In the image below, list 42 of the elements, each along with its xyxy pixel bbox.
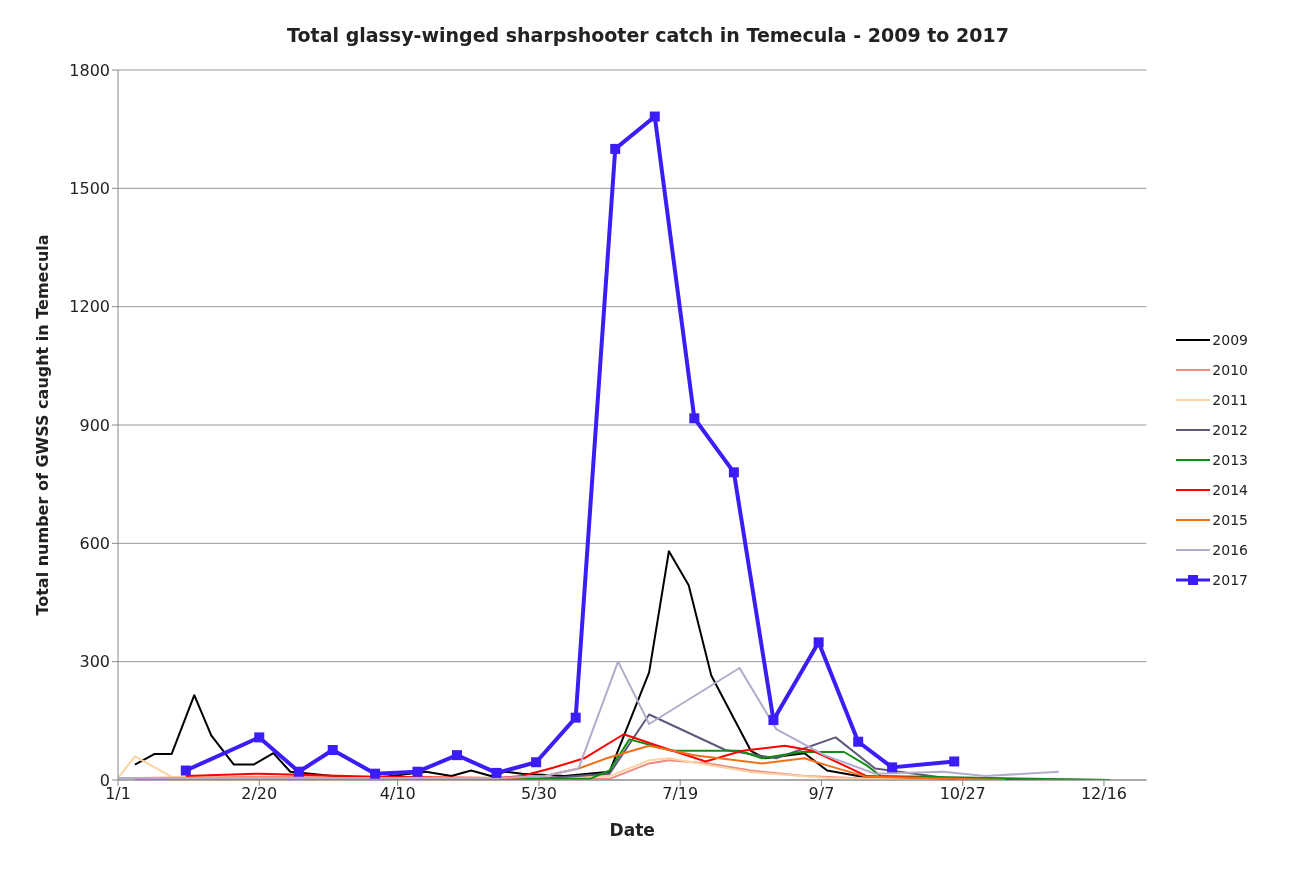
legend-label: 2009 [1211, 332, 1248, 348]
y-tick-label: 600 [79, 534, 110, 554]
point [813, 637, 824, 648]
point [949, 756, 960, 767]
x-tick-label: 12/16 [1080, 784, 1128, 804]
point [887, 762, 898, 773]
legend-label: 2011 [1211, 392, 1248, 408]
point [768, 715, 779, 726]
point [327, 745, 338, 756]
legend-label: 2012 [1211, 422, 1248, 438]
legend-label: 2010 [1211, 362, 1248, 378]
x-tick-label: 4/10 [379, 784, 416, 804]
point [531, 757, 542, 768]
point [452, 750, 463, 761]
legend-label: 2015 [1211, 512, 1248, 528]
y-axis-title: Total number of GWSS caught in Temecula [32, 234, 52, 616]
y-tick-label: 1500 [69, 179, 110, 199]
point [728, 467, 739, 478]
legend-label: 2014 [1211, 482, 1248, 498]
y-tick-label: 1200 [69, 297, 110, 317]
x-tick-label: 5/30 [520, 784, 557, 804]
point [491, 767, 502, 778]
chart-title: Total glassy-winged sharpshooter catch in Temecula - 2009 to 2017 [286, 23, 1010, 48]
point [293, 766, 304, 777]
y-tick-label: 300 [79, 652, 110, 672]
point [412, 766, 423, 777]
x-tick-label: 9/7 [808, 784, 835, 804]
point [610, 143, 621, 154]
point [570, 712, 581, 723]
point [370, 768, 381, 779]
legend-label: 2017 [1211, 572, 1248, 588]
point [689, 413, 700, 424]
legend-label: 2016 [1211, 542, 1248, 558]
point [649, 111, 660, 122]
x-tick-label: 7/19 [662, 784, 699, 804]
legend-label: 2013 [1211, 452, 1248, 468]
x-axis-title: Date [609, 820, 655, 840]
point [853, 736, 864, 747]
y-tick-label: 1800 [69, 60, 110, 80]
x-tick-label: 10/27 [939, 784, 986, 804]
y-tick-label: 900 [79, 415, 110, 435]
x-tick-label: 2/20 [241, 784, 278, 804]
